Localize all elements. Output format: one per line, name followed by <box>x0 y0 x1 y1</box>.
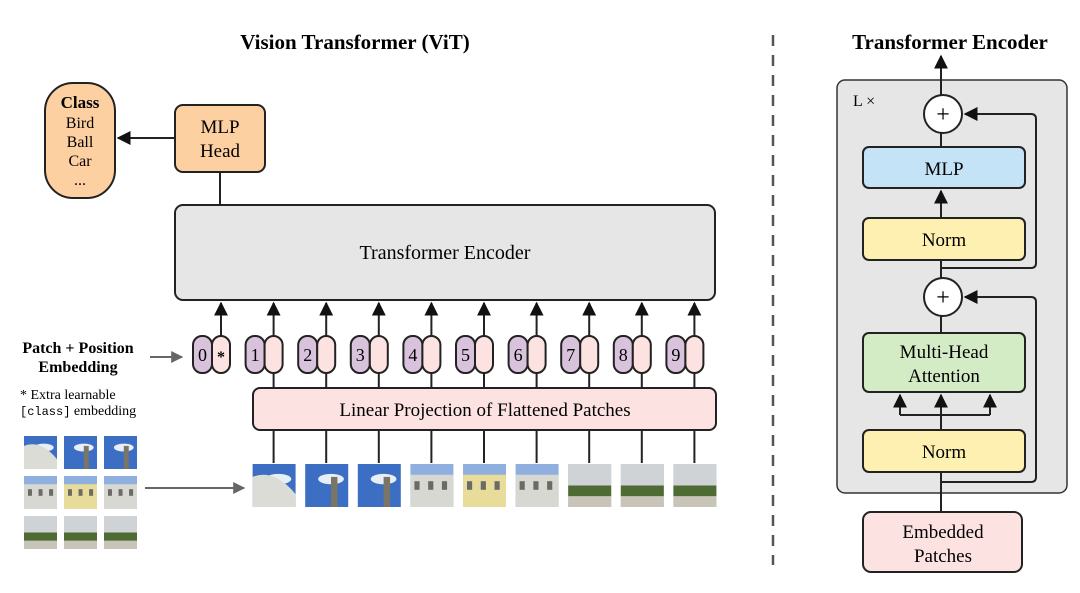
patch-embedding <box>263 335 284 374</box>
token-1: 1 <box>244 301 284 463</box>
mlp-block: MLP <box>862 146 1026 189</box>
qkv-arrows <box>893 393 997 430</box>
image-patch <box>568 464 612 507</box>
patch-embedding <box>526 335 547 374</box>
svg-text:Attention: Attention <box>908 366 980 387</box>
image-patch <box>463 464 506 507</box>
embedded-patches-block: Embedded Patches <box>862 511 1023 573</box>
image-patch <box>104 516 137 549</box>
image-patch <box>515 464 559 507</box>
patch-row <box>252 464 717 507</box>
svg-text:+: + <box>936 102 950 128</box>
token-index: 9 <box>671 345 680 365</box>
class-title: Class <box>61 93 100 112</box>
image-patch <box>64 476 97 509</box>
token-index: 6 <box>514 345 523 365</box>
svg-text:Patches: Patches <box>914 546 972 567</box>
token-0: 0 * <box>192 301 231 374</box>
token-index: 3 <box>356 345 365 365</box>
image-patch <box>64 436 97 469</box>
class-item: ... <box>74 172 86 189</box>
multi-head-attention-block: Multi-Head Attention <box>862 332 1026 393</box>
svg-text:Multi-Head: Multi-Head <box>900 342 989 363</box>
residual-connection-bottom <box>941 290 1037 483</box>
patch-embedding <box>474 335 494 374</box>
token-index: 5 <box>461 345 470 365</box>
image-patch <box>673 464 717 507</box>
image-patch <box>252 464 296 507</box>
image-patch <box>104 436 137 469</box>
token-index: 4 <box>408 345 417 365</box>
token-8: 8 <box>612 301 652 463</box>
image-patch <box>104 476 137 509</box>
token-index: 2 <box>303 345 312 365</box>
token-row: 0 * 1 2 3 4 5 6 7 8 9 <box>192 301 705 463</box>
residual-add-bottom: + <box>923 277 963 317</box>
svg-text:Head: Head <box>200 141 241 162</box>
svg-text:Norm: Norm <box>922 230 967 251</box>
svg-text:Norm: Norm <box>922 442 967 463</box>
token-2: 2 <box>297 301 337 463</box>
image-patch <box>24 476 57 509</box>
class-item: Ball <box>67 134 94 151</box>
extra-note: * Extra learnable <box>20 388 116 403</box>
linear-projection: Linear Projection of Flattened Patches <box>252 387 717 431</box>
norm-block-bottom: Norm <box>862 429 1026 473</box>
image-patch <box>620 464 664 507</box>
svg-text:Embedded: Embedded <box>902 522 984 543</box>
token-index: 8 <box>619 345 628 365</box>
token-index: 0 <box>198 345 207 365</box>
image-patch <box>64 516 97 549</box>
token-9: 9 <box>665 301 705 463</box>
token-index: 1 <box>251 345 260 365</box>
svg-text:MLP: MLP <box>200 117 239 138</box>
svg-text:+: + <box>936 285 950 311</box>
patch-embedding <box>421 335 442 374</box>
token-7: 7 <box>560 301 600 463</box>
extra-note-line2: [class] embedding <box>20 404 136 419</box>
vit-title: Vision Transformer (ViT) <box>240 30 469 54</box>
repeat-label: L × <box>853 93 875 110</box>
class-item: Bird <box>66 115 94 132</box>
patch-embedding <box>579 335 600 374</box>
svg-text:MLP: MLP <box>924 159 963 180</box>
token-4: 4 <box>402 301 442 463</box>
class-item: Car <box>68 153 92 170</box>
image-patch <box>24 516 57 549</box>
embedding-label: Embedding <box>38 359 117 376</box>
token-3: 3 <box>349 301 389 463</box>
residual-connection-top <box>941 107 1037 269</box>
mlp-head: MLP Head <box>174 104 266 173</box>
patch-embedding <box>316 335 337 374</box>
encoder-title: Transformer Encoder <box>852 30 1048 54</box>
norm-block-top: Norm <box>862 217 1026 261</box>
transformer-encoder-block: Transformer Encoder <box>174 204 716 301</box>
class-token-mark: * <box>217 349 225 366</box>
class-output: Class Bird Ball Car ... <box>44 82 116 199</box>
image-patch <box>305 464 349 507</box>
embedding-label: Patch + Position <box>22 340 133 357</box>
image-patch <box>410 464 454 507</box>
patch-embedding <box>368 335 389 374</box>
svg-text:Transformer Encoder: Transformer Encoder <box>360 242 531 264</box>
image-patch <box>357 464 401 507</box>
svg-text:Linear Projection of Flattened: Linear Projection of Flattened Patches <box>339 400 630 421</box>
token-5: 5 <box>455 301 494 463</box>
residual-add-top: + <box>923 94 963 134</box>
image-patch <box>24 436 57 469</box>
image-grid <box>24 436 137 549</box>
token-index: 7 <box>566 345 575 365</box>
token-6: 6 <box>507 301 547 463</box>
patch-embedding <box>684 335 705 374</box>
patch-embedding <box>631 335 652 374</box>
